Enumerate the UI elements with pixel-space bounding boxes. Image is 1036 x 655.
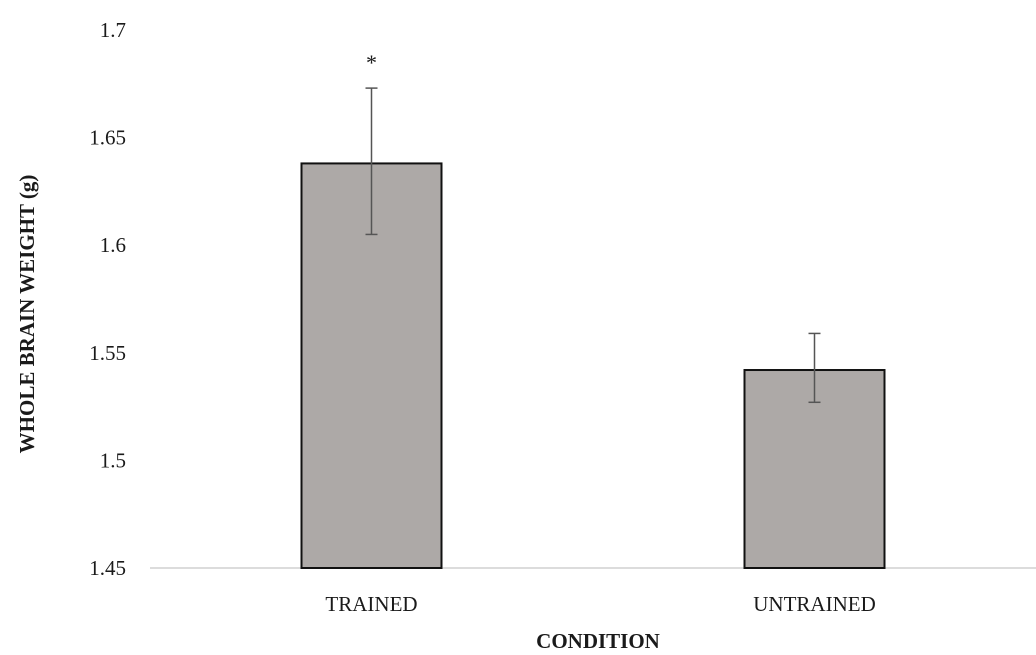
y-tick-label: 1.55 <box>89 341 126 365</box>
x-tick-label: TRAINED <box>325 592 417 616</box>
x-axis-title: CONDITION <box>536 629 660 653</box>
significance-marker: * <box>366 50 377 75</box>
bars: * <box>300 50 886 569</box>
error-bar <box>365 87 378 236</box>
y-tick-label: 1.65 <box>89 126 126 150</box>
y-tick-label: 1.45 <box>89 556 126 580</box>
y-tick-label: 1.7 <box>100 18 126 42</box>
y-axis-title: WHOLE BRAIN WEIGHT (g) <box>15 175 39 454</box>
y-tick-label: 1.5 <box>100 448 126 472</box>
y-axis-ticks: 1.45 1.5 1.55 1.6 1.65 1.7 <box>89 18 126 580</box>
y-tick-label: 1.6 <box>100 233 126 257</box>
x-tick-label: UNTRAINED <box>753 592 875 616</box>
x-axis-ticks: TRAINED UNTRAINED <box>325 592 875 616</box>
error-bar <box>808 332 821 404</box>
